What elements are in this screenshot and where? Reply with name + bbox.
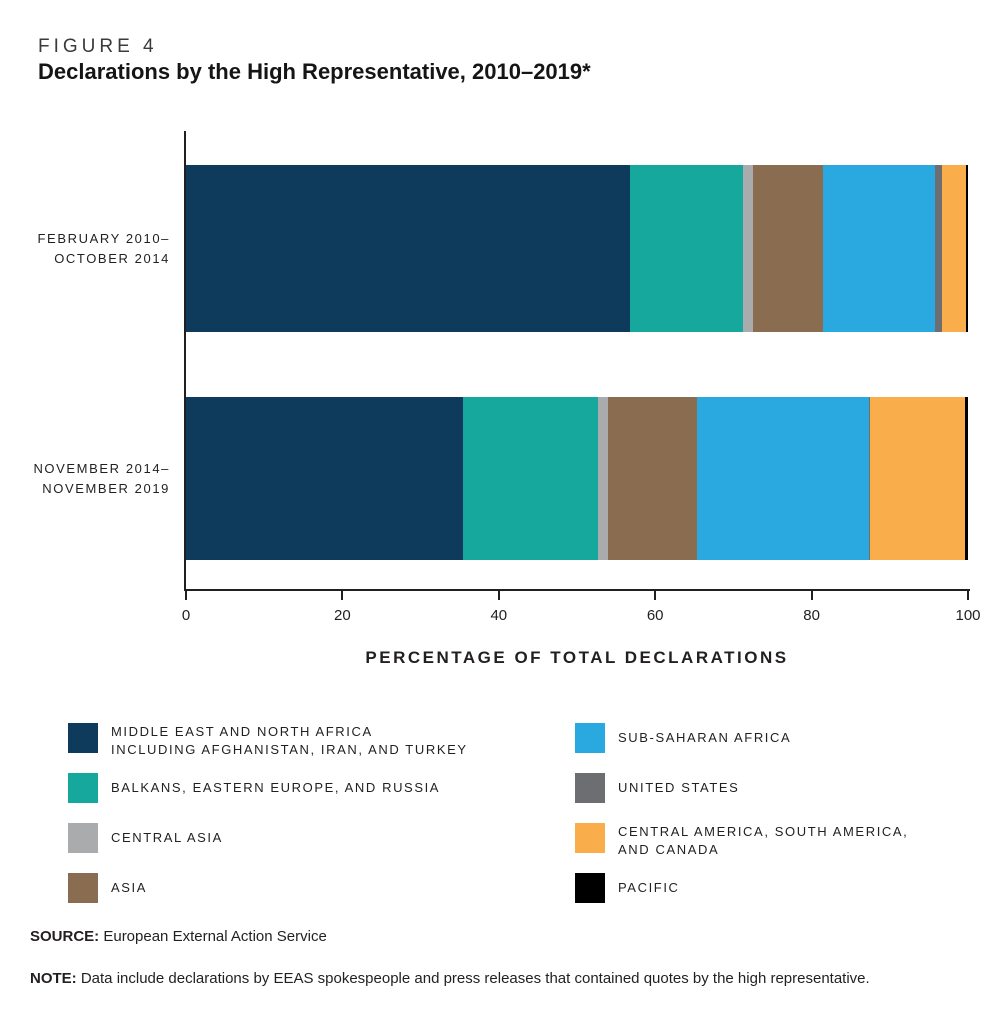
- y-axis-line: [184, 131, 186, 590]
- legend-item: UNITED STATES: [575, 773, 908, 803]
- legend-item: CENTRAL ASIA: [68, 823, 575, 853]
- category-label: FEBRUARY 2010– OCTOBER 2014: [37, 231, 170, 266]
- bar-segment: [462, 397, 599, 560]
- legend-item: PACIFIC: [575, 873, 908, 903]
- bar-segment: [742, 165, 753, 332]
- bar-segment: [964, 397, 968, 560]
- bar-segment: [823, 165, 936, 332]
- bar-segment: [965, 165, 968, 332]
- bar-segment: [608, 397, 698, 560]
- legend-item: MIDDLE EAST AND NORTH AFRICA INCLUDING AF…: [68, 723, 575, 757]
- legend-swatch: [575, 873, 605, 903]
- source-line: SOURCE: European External Action Service: [30, 928, 327, 945]
- bar-segment: [869, 397, 871, 560]
- legend-swatch: [68, 773, 98, 803]
- legend-label: CENTRAL ASIA: [111, 830, 223, 845]
- bar-segment: [630, 165, 743, 332]
- legend-label: MIDDLE EAST AND NORTH AFRICA INCLUDING AF…: [111, 724, 468, 757]
- legend-label: PACIFIC: [618, 880, 680, 895]
- legend-swatch: [68, 723, 98, 753]
- x-tick-label: 100: [955, 607, 981, 624]
- legend-item: ASIA: [68, 873, 575, 903]
- note-label: NOTE:: [30, 970, 77, 987]
- x-tick: [341, 590, 344, 600]
- legend-label: BALKANS, EASTERN EUROPE, AND RUSSIA: [111, 780, 441, 795]
- legend-swatch: [68, 873, 98, 903]
- legend-label: CENTRAL AMERICA, SOUTH AMERICA, AND CANAD…: [618, 824, 909, 857]
- bar-segment: [598, 397, 609, 560]
- x-tick-label: 60: [646, 607, 664, 624]
- bar-segment: [942, 165, 966, 332]
- category-label: NOVEMBER 2014– NOVEMBER 2019: [33, 461, 170, 496]
- legend-item: CENTRAL AMERICA, SOUTH AMERICA, AND CANAD…: [575, 823, 908, 857]
- note-line: NOTE: Data include declarations by EEAS …: [30, 970, 870, 987]
- bar-segment: [752, 165, 824, 332]
- legend-item: BALKANS, EASTERN EUROPE, AND RUSSIA: [68, 773, 575, 803]
- legend-label: ASIA: [111, 880, 148, 895]
- bar-segment: [935, 165, 943, 332]
- legend-swatch: [575, 773, 605, 803]
- legend: MIDDLE EAST AND NORTH AFRICA INCLUDING AF…: [68, 723, 908, 923]
- figure-label: FIGURE 4: [38, 36, 158, 57]
- x-tick: [810, 590, 813, 600]
- x-tick: [185, 590, 187, 600]
- legend-label: UNITED STATES: [618, 780, 740, 795]
- legend-label: SUB-SAHARAN AFRICA: [618, 730, 792, 745]
- legend-swatch: [575, 723, 605, 753]
- legend-item: SUB-SAHARAN AFRICA: [575, 723, 908, 753]
- bar-segment: [186, 397, 463, 560]
- bar-segment: [870, 397, 965, 560]
- bar-0: [186, 165, 968, 332]
- legend-column: MIDDLE EAST AND NORTH AFRICA INCLUDING AF…: [68, 723, 575, 923]
- x-axis-title: PERCENTAGE OF TOTAL DECLARATIONS: [365, 648, 789, 667]
- source-text: European External Action Service: [103, 928, 327, 945]
- x-tick-label: 20: [334, 607, 351, 624]
- x-tick-label: 80: [803, 607, 820, 624]
- bar-1: [186, 397, 968, 560]
- x-axis-line: [184, 589, 970, 591]
- bar-segment: [697, 397, 870, 560]
- x-tick: [654, 590, 657, 600]
- legend-swatch: [575, 823, 605, 853]
- x-tick-label: 0: [181, 607, 191, 624]
- note-text: Data include declarations by EEAS spokes…: [80, 970, 870, 987]
- x-tick-label: 40: [490, 607, 508, 624]
- legend-swatch: [68, 823, 98, 853]
- figure-title: Declarations by the High Representative,…: [38, 59, 591, 84]
- x-tick: [497, 590, 500, 600]
- x-tick: [967, 590, 969, 600]
- source-label: SOURCE:: [30, 928, 100, 945]
- legend-column: SUB-SAHARAN AFRICA UNITED STATES CENTRAL A…: [575, 723, 908, 923]
- bar-segment: [186, 165, 631, 332]
